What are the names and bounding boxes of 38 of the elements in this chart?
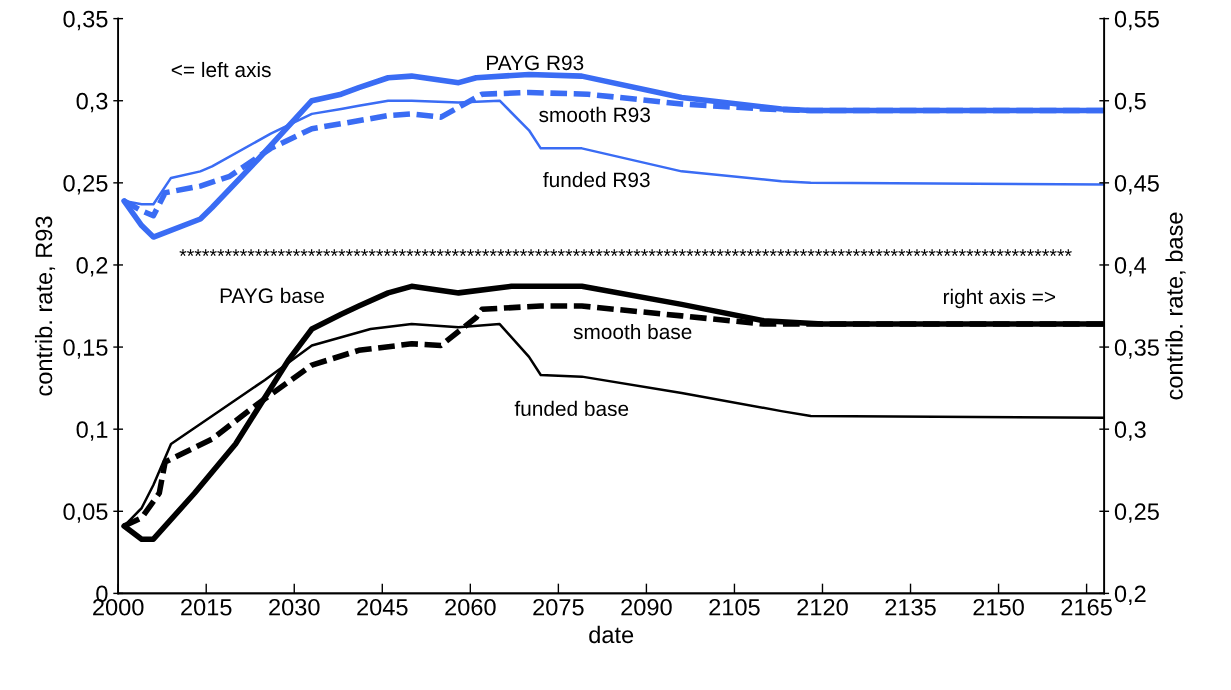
- x-tick-label: 2060: [445, 598, 496, 616]
- y2-tick-label: 0,2: [1114, 585, 1146, 605]
- y-tick-label: 0,35: [63, 10, 108, 31]
- y2-tick-label: 0,55: [1114, 10, 1159, 31]
- annotation: right axis =>: [943, 288, 1056, 309]
- series-label: PAYG base: [220, 287, 324, 304]
- x-tick-label: 2015: [181, 598, 232, 616]
- x-tick-label: 2090: [621, 598, 672, 616]
- y-tick-label: 0,15: [63, 339, 108, 359]
- x-tick-label: 2165: [1061, 598, 1112, 616]
- y-axis-title: contrib. rate, R93: [34, 216, 56, 396]
- y2-tick-label: 0,35: [1114, 339, 1159, 359]
- series-label: smooth R93: [539, 106, 650, 123]
- y-tick-label: 0,2: [76, 257, 108, 277]
- series-label: funded R93: [543, 171, 650, 188]
- x-tick-label: 2030: [269, 598, 320, 616]
- y2-tick-label: 0,25: [1114, 503, 1159, 523]
- y2-tick-label: 0,5: [1114, 92, 1146, 113]
- x-tick-label: 2150: [973, 598, 1024, 616]
- series-label: funded base: [514, 400, 629, 417]
- x-tick-label: 2135: [885, 598, 936, 616]
- y-tick-label: 0,05: [63, 503, 108, 523]
- series-label: PAYG R93: [487, 55, 584, 71]
- y-tick-label: 0,25: [63, 174, 108, 195]
- y2-tick-label: 0,3: [1114, 421, 1146, 441]
- x-tick-label: 2045: [357, 598, 408, 616]
- y2-tick-label: 0,4: [1114, 257, 1147, 277]
- x-tick-label: 2105: [709, 598, 760, 616]
- x-tick-label: 2075: [533, 598, 584, 616]
- y2-tick-label: 0,45: [1114, 174, 1159, 195]
- y-tick-label: 0,1: [76, 421, 108, 441]
- x-tick-label: 2120: [797, 598, 848, 616]
- y2-axis-title: contrib. rate, base: [1165, 212, 1186, 400]
- annotation: <= left axis: [171, 61, 271, 78]
- y-tick-label: 0,3: [76, 92, 108, 113]
- annotation: **********************************************************************************************************************: [179, 249, 1072, 257]
- series-label: smooth base: [573, 323, 692, 340]
- x-axis-title: date: [589, 625, 634, 644]
